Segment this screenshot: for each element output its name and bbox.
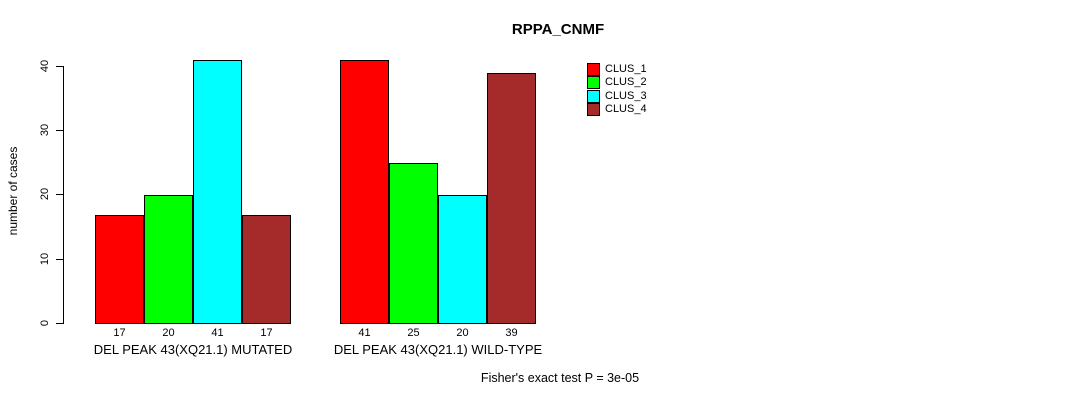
bar-clus_2 <box>389 163 438 324</box>
y-axis-line <box>63 66 64 324</box>
bar-value-label: 20 <box>456 327 469 339</box>
legend-swatch <box>587 63 600 76</box>
legend-swatch <box>587 90 600 103</box>
y-tick-line <box>56 323 63 324</box>
bar-value-label: 41 <box>358 327 371 339</box>
legend-swatch <box>587 103 600 116</box>
bar-value-label: 17 <box>260 327 273 339</box>
bar-clus_3 <box>193 60 242 324</box>
y-tick-label: 10 <box>39 252 51 266</box>
chart-title: RPPA_CNMF <box>511 21 605 38</box>
y-tick-label: 0 <box>39 319 51 327</box>
y-tick-label: 30 <box>39 123 51 137</box>
legend-label: CLUS_4 <box>605 103 647 115</box>
y-tick-label: 20 <box>39 187 51 201</box>
bar-clus_1 <box>95 215 144 324</box>
bar-value-label: 41 <box>211 327 224 339</box>
legend-swatch <box>587 76 600 89</box>
bar-clus_2 <box>144 195 193 324</box>
bar-clus_4 <box>242 215 291 324</box>
legend-label: CLUS_1 <box>605 63 647 75</box>
y-tick-line <box>56 259 63 260</box>
legend-label: CLUS_2 <box>605 76 647 88</box>
bar-value-label: 20 <box>162 327 175 339</box>
annotation-text: Fisher's exact test P = 3e-05 <box>480 371 640 385</box>
bar-clus_4 <box>487 73 536 324</box>
y-tick-line <box>56 130 63 131</box>
y-tick-line <box>56 66 63 67</box>
y-tick-line <box>56 194 63 195</box>
x-axis-group-label: DEL PEAK 43(XQ21.1) WILD-TYPE <box>333 342 543 357</box>
bar-clus_1 <box>340 60 389 324</box>
bar-value-label: 25 <box>407 327 420 339</box>
bar-clus_3 <box>438 195 487 324</box>
y-tick-label: 40 <box>39 59 51 73</box>
legend-label: CLUS_3 <box>605 90 647 102</box>
y-axis-label: number of cases <box>6 146 20 236</box>
bar-value-label: 17 <box>113 327 126 339</box>
bar-value-label: 39 <box>505 327 518 339</box>
x-axis-group-label: DEL PEAK 43(XQ21.1) MUTATED <box>93 342 293 357</box>
